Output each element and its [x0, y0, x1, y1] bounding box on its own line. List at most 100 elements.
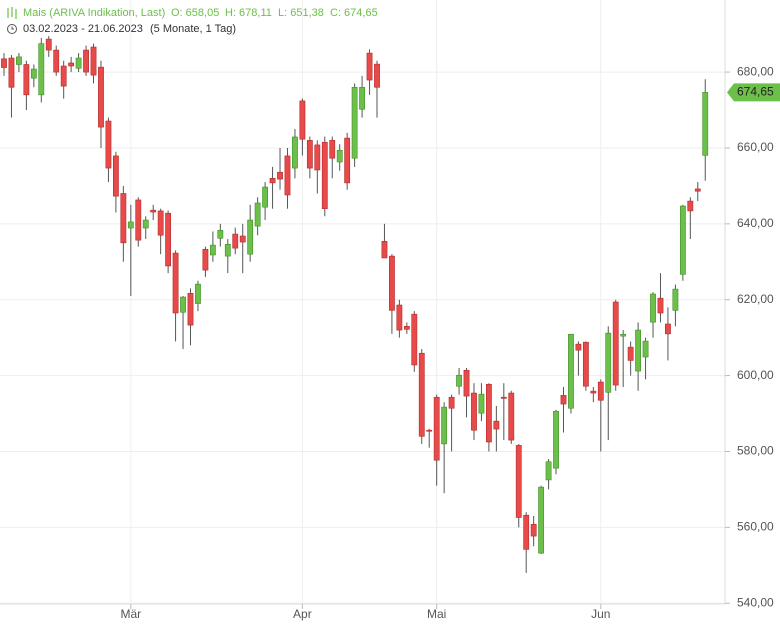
candle-body [180, 296, 186, 313]
candle-body [306, 140, 313, 169]
candle-body [262, 186, 268, 208]
candle-body [277, 171, 283, 180]
candle-body [590, 390, 597, 394]
candle-body [8, 57, 15, 88]
candle-body [195, 283, 201, 304]
candle-body [60, 65, 67, 87]
candle-body [508, 392, 515, 441]
close-label: C: 674,65 [330, 7, 378, 19]
y-tick-label: 540,00 [737, 595, 774, 609]
candle-body [336, 149, 343, 163]
candle-body [650, 293, 656, 323]
candle-body [448, 396, 455, 409]
candle-body [120, 193, 127, 244]
candle-body [321, 141, 328, 209]
candle-body [657, 297, 664, 314]
candle-body [105, 120, 112, 169]
candle-body [247, 219, 254, 255]
x-tick-label: Apr [293, 607, 312, 621]
clock-hands [11, 26, 14, 30]
candle-body [135, 199, 142, 241]
y-tick-label: 560,00 [737, 520, 774, 534]
candle-body [299, 100, 306, 140]
y-tick-label: 660,00 [737, 140, 774, 154]
candle-body [284, 155, 291, 196]
candle-body [83, 49, 89, 73]
candle-body [418, 352, 425, 437]
candle-body [90, 46, 97, 76]
high-label: H: 678,11 [225, 7, 272, 19]
y-tick-label: 680,00 [737, 64, 774, 78]
plot [0, 0, 725, 604]
x-tick-label: Mai [427, 607, 446, 621]
candle-body [411, 313, 418, 366]
candle-body [292, 136, 298, 169]
candle-body [157, 210, 164, 236]
candle-body [38, 43, 45, 96]
candle-body [538, 486, 545, 554]
candle-body [113, 155, 119, 197]
period: (5 Monate, 1 Tag) [150, 23, 236, 35]
candle-body [269, 178, 276, 184]
candle-body [45, 38, 52, 51]
candle-body [679, 205, 686, 275]
candle-body [209, 244, 216, 256]
candle-icon [7, 7, 17, 19]
candle-body [98, 66, 104, 128]
candle-body [635, 329, 641, 372]
candle-body [471, 392, 477, 431]
candle-body [187, 292, 194, 326]
candle-body [30, 68, 37, 79]
candle-body [366, 52, 373, 81]
candle-body [127, 221, 134, 229]
candle-body [217, 229, 224, 239]
candle-body [553, 410, 559, 469]
candle-body [478, 393, 485, 414]
candle-body [665, 323, 671, 335]
candle-body [694, 188, 701, 192]
candle-body [560, 395, 567, 405]
last-price-badge [727, 83, 780, 102]
y-tick-label: 620,00 [737, 292, 774, 306]
candle-body [612, 301, 619, 386]
candle-body [441, 406, 448, 445]
candle-body [1, 58, 7, 68]
candle-body [568, 333, 574, 409]
candle-body [239, 235, 246, 243]
candle-body [582, 341, 589, 387]
low-label: L: 651,38 [278, 7, 324, 19]
candle-body [344, 137, 351, 184]
candle-body [403, 325, 410, 330]
header: Mais (ARIVA Indikation, Last) O: 658,05 … [7, 7, 378, 35]
candle-body [381, 240, 388, 259]
candle-body [314, 144, 321, 171]
candle-body [687, 200, 694, 212]
candle-body [351, 86, 358, 159]
candle-body [672, 288, 679, 311]
candle-body [433, 396, 440, 461]
candle-body [329, 140, 336, 159]
candle-body [75, 57, 82, 69]
date-range: 03.02.2023 - 21.06.2023 [23, 23, 143, 35]
instrument-name: Mais (ARIVA Indikation, Last) [23, 7, 165, 19]
candle-body [232, 233, 239, 249]
x-tick-label: Jun [591, 607, 610, 621]
candle-body [620, 333, 627, 337]
candle-body [172, 252, 179, 314]
candle-body [68, 62, 75, 67]
candle-body [575, 343, 582, 351]
candle-body [523, 514, 530, 550]
candle-body [545, 461, 552, 481]
candle-body [627, 346, 634, 361]
candle-body [53, 49, 60, 73]
candle-body [426, 429, 433, 432]
y-tick-label: 600,00 [737, 368, 774, 382]
candle-body [142, 219, 149, 229]
y-tick-label: 640,00 [737, 216, 774, 230]
x-tick-label: Mär [120, 607, 141, 621]
candle-body [456, 374, 462, 387]
candle-body [254, 202, 261, 227]
candle-body [500, 396, 507, 399]
candle-body [605, 332, 612, 393]
candle-body [374, 63, 380, 88]
